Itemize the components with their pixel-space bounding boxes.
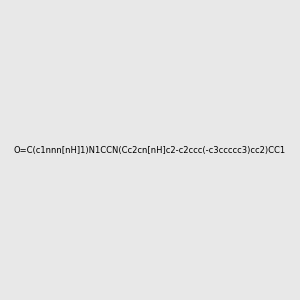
- Text: O=C(c1nnn[nH]1)N1CCN(Cc2cn[nH]c2-c2ccc(-c3ccccc3)cc2)CC1: O=C(c1nnn[nH]1)N1CCN(Cc2cn[nH]c2-c2ccc(-…: [14, 146, 286, 154]
